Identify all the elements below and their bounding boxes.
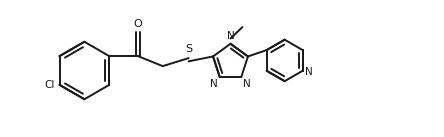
Text: N: N: [305, 67, 313, 77]
Text: N: N: [226, 31, 234, 41]
Text: Cl: Cl: [44, 80, 55, 90]
Text: N: N: [243, 79, 251, 89]
Text: S: S: [185, 44, 192, 54]
Text: N: N: [210, 79, 218, 89]
Text: O: O: [134, 19, 143, 29]
